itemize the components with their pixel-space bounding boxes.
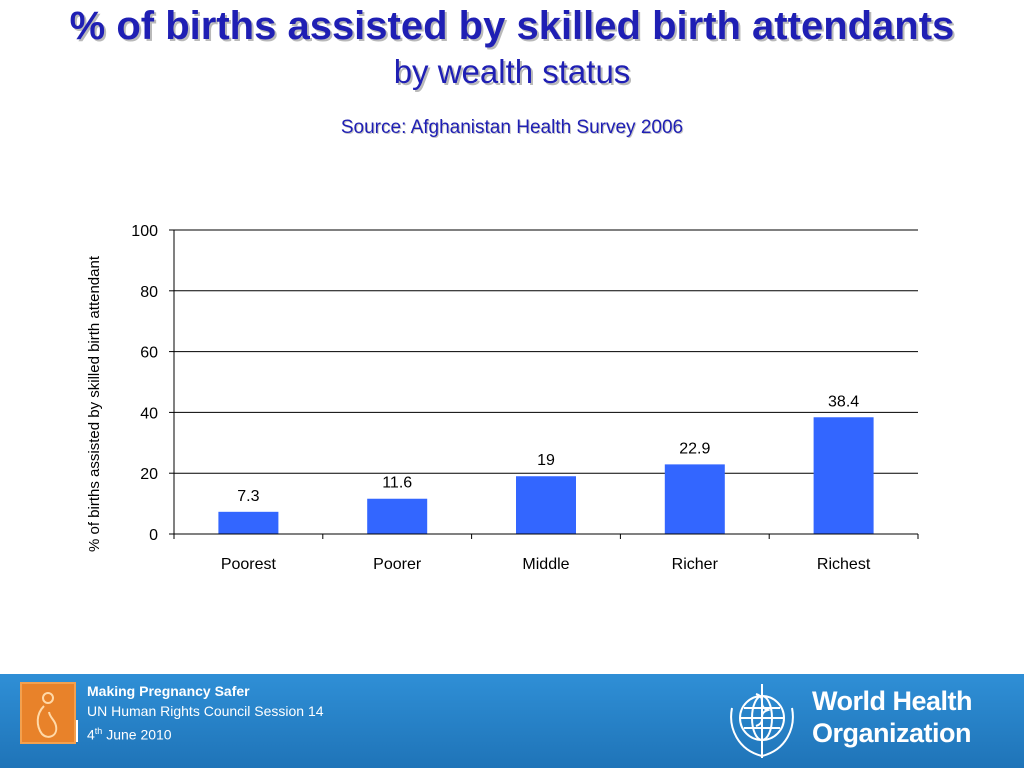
y-tick-label: 60 bbox=[140, 345, 158, 362]
bar-chart: 0 20 40 60 80 100 7.3 Poorest 11.6 Poorer 19 Middle… bbox=[86, 223, 919, 573]
bar-poorest bbox=[218, 511, 279, 534]
who-emblem-icon bbox=[730, 684, 794, 758]
y-tick-label: 40 bbox=[140, 405, 158, 422]
bars bbox=[218, 417, 874, 534]
footer-event: UN Human Rights Council Session 14 bbox=[87, 703, 324, 719]
y-axis-label: % of births assisted by skilled birth at… bbox=[86, 255, 103, 552]
bar-richest bbox=[813, 417, 874, 534]
footer-separator bbox=[76, 720, 78, 742]
x-category-label: Richer bbox=[672, 556, 719, 573]
who-name-line2: Organization bbox=[812, 718, 972, 748]
pregnant-woman-icon bbox=[20, 682, 76, 744]
y-tick-label: 80 bbox=[140, 284, 158, 301]
x-category-label: Richest bbox=[817, 556, 871, 573]
footer-date: 4th June 2010 bbox=[87, 722, 172, 744]
x-category-label: Middle bbox=[522, 556, 569, 573]
labels: 0 20 40 60 80 100 7.3 Poorest 11.6 Poorer 19 Middle… bbox=[131, 223, 871, 573]
footer-date-rest: June 2010 bbox=[102, 726, 172, 743]
data-label: 7.3 bbox=[237, 488, 259, 505]
footer-program: Making Pregnancy Safer bbox=[87, 683, 250, 699]
data-label: 19 bbox=[537, 452, 555, 469]
slide-subtitle: by wealth status bbox=[393, 53, 631, 90]
footer-bar: Making Pregnancy Safer UN Human Rights C… bbox=[0, 674, 1024, 768]
bar-richer bbox=[664, 464, 725, 534]
slide-title: % of births assisted by skilled birth at… bbox=[69, 4, 955, 48]
data-label: 22.9 bbox=[679, 440, 710, 457]
data-label: 11.6 bbox=[382, 475, 412, 492]
gridlines bbox=[174, 229, 918, 474]
footer-date-day: 4 bbox=[87, 726, 95, 743]
bar-poorer bbox=[367, 498, 428, 534]
y-tick-label: 20 bbox=[140, 466, 158, 483]
footer-date-suffix: th bbox=[94, 726, 103, 736]
y-tick-label: 100 bbox=[131, 223, 158, 240]
y-tick-label: 0 bbox=[149, 527, 158, 544]
who-name-line1: World Health bbox=[812, 686, 973, 716]
slide-source: Source: Afghanistan Health Survey 2006 bbox=[340, 117, 684, 138]
x-category-label: Poorer bbox=[373, 556, 422, 573]
data-label: 38.4 bbox=[828, 393, 859, 410]
bar-middle bbox=[516, 476, 576, 534]
x-category-label: Poorest bbox=[221, 556, 277, 573]
axes bbox=[169, 229, 919, 539]
